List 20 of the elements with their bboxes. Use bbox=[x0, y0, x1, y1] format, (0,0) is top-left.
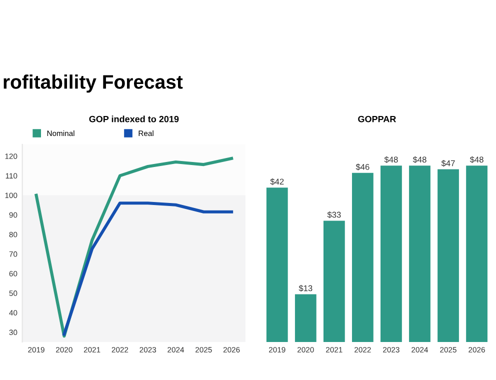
text: rofitability Forecast bbox=[4, 74, 183, 93]
data-label: $42 bbox=[270, 178, 284, 186]
bar bbox=[352, 172, 374, 342]
data-label: $46 bbox=[356, 164, 370, 170]
data-label: $48 bbox=[412, 156, 426, 164]
data-label: $48 bbox=[470, 156, 484, 164]
chart-title: GOP indexed to 2019 bbox=[89, 116, 179, 122]
data-label: $33 bbox=[327, 211, 341, 218]
bar bbox=[466, 166, 488, 342]
data-label: $13 bbox=[298, 284, 312, 292]
bar bbox=[438, 169, 459, 342]
chart-title: GOPPAR bbox=[358, 116, 396, 122]
bar bbox=[323, 220, 345, 342]
bar bbox=[380, 166, 402, 342]
data-label: $48 bbox=[384, 156, 398, 164]
line-series bbox=[62, 202, 234, 336]
bar bbox=[409, 166, 430, 342]
data-label: $47 bbox=[441, 160, 455, 167]
bar bbox=[266, 188, 288, 342]
bar bbox=[294, 294, 316, 342]
